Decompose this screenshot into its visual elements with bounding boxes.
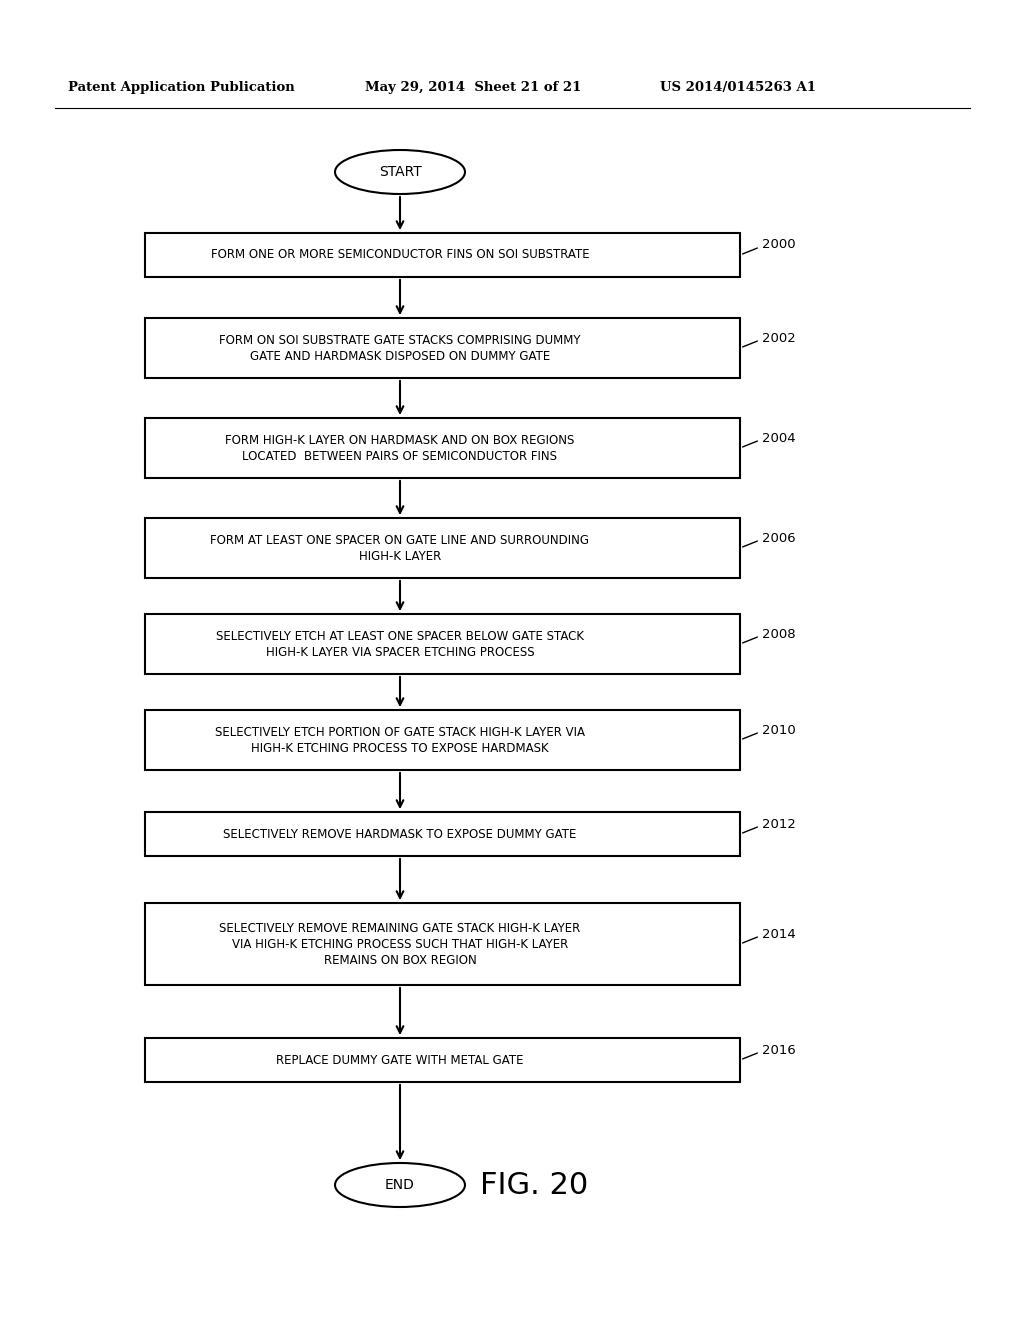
Text: LOCATED  BETWEEN PAIRS OF SEMICONDUCTOR FINS: LOCATED BETWEEN PAIRS OF SEMICONDUCTOR F… — [243, 450, 557, 462]
Text: HIGH-K ETCHING PROCESS TO EXPOSE HARDMASK: HIGH-K ETCHING PROCESS TO EXPOSE HARDMAS… — [251, 742, 549, 755]
Text: 2014: 2014 — [762, 928, 796, 940]
Text: May 29, 2014  Sheet 21 of 21: May 29, 2014 Sheet 21 of 21 — [365, 82, 582, 95]
Text: FORM HIGH-K LAYER ON HARDMASK AND ON BOX REGIONS: FORM HIGH-K LAYER ON HARDMASK AND ON BOX… — [225, 433, 574, 446]
Text: SELECTIVELY REMOVE REMAINING GATE STACK HIGH-K LAYER: SELECTIVELY REMOVE REMAINING GATE STACK … — [219, 921, 581, 935]
Text: HIGH-K LAYER VIA SPACER ETCHING PROCESS: HIGH-K LAYER VIA SPACER ETCHING PROCESS — [265, 645, 535, 659]
Text: SELECTIVELY ETCH AT LEAST ONE SPACER BELOW GATE STACK: SELECTIVELY ETCH AT LEAST ONE SPACER BEL… — [216, 630, 584, 643]
Bar — [145, 517, 740, 578]
Text: SELECTIVELY ETCH PORTION OF GATE STACK HIGH-K LAYER VIA: SELECTIVELY ETCH PORTION OF GATE STACK H… — [215, 726, 585, 738]
Bar — [145, 812, 740, 855]
Text: 2010: 2010 — [762, 723, 796, 737]
Text: 2008: 2008 — [762, 627, 796, 640]
Text: 2000: 2000 — [762, 239, 796, 252]
Text: REMAINS ON BOX REGION: REMAINS ON BOX REGION — [324, 953, 476, 966]
Bar — [145, 903, 740, 985]
Text: HIGH-K LAYER: HIGH-K LAYER — [358, 549, 441, 562]
Bar — [145, 614, 740, 675]
Ellipse shape — [335, 150, 465, 194]
Text: FORM ON SOI SUBSTRATE GATE STACKS COMPRISING DUMMY: FORM ON SOI SUBSTRATE GATE STACKS COMPRI… — [219, 334, 581, 346]
Text: 2002: 2002 — [762, 331, 796, 345]
Bar — [145, 1038, 740, 1082]
Text: 2016: 2016 — [762, 1044, 796, 1056]
Text: FORM ONE OR MORE SEMICONDUCTOR FINS ON SOI SUBSTRATE: FORM ONE OR MORE SEMICONDUCTOR FINS ON S… — [211, 248, 590, 261]
Bar — [145, 234, 740, 277]
Bar — [145, 710, 740, 770]
Text: END: END — [385, 1177, 415, 1192]
Text: FORM AT LEAST ONE SPACER ON GATE LINE AND SURROUNDING: FORM AT LEAST ONE SPACER ON GATE LINE AN… — [211, 533, 590, 546]
Text: 2012: 2012 — [762, 817, 796, 830]
Text: US 2014/0145263 A1: US 2014/0145263 A1 — [660, 82, 816, 95]
Ellipse shape — [335, 1163, 465, 1206]
Text: 2006: 2006 — [762, 532, 796, 544]
Bar — [145, 418, 740, 478]
Text: Patent Application Publication: Patent Application Publication — [68, 82, 295, 95]
Text: FIG. 20: FIG. 20 — [480, 1171, 588, 1200]
Bar — [145, 318, 740, 378]
Text: 2004: 2004 — [762, 432, 796, 445]
Text: GATE AND HARDMASK DISPOSED ON DUMMY GATE: GATE AND HARDMASK DISPOSED ON DUMMY GATE — [250, 350, 550, 363]
Text: START: START — [379, 165, 421, 180]
Text: VIA HIGH-K ETCHING PROCESS SUCH THAT HIGH-K LAYER: VIA HIGH-K ETCHING PROCESS SUCH THAT HIG… — [231, 937, 568, 950]
Text: SELECTIVELY REMOVE HARDMASK TO EXPOSE DUMMY GATE: SELECTIVELY REMOVE HARDMASK TO EXPOSE DU… — [223, 828, 577, 841]
Text: REPLACE DUMMY GATE WITH METAL GATE: REPLACE DUMMY GATE WITH METAL GATE — [276, 1053, 523, 1067]
